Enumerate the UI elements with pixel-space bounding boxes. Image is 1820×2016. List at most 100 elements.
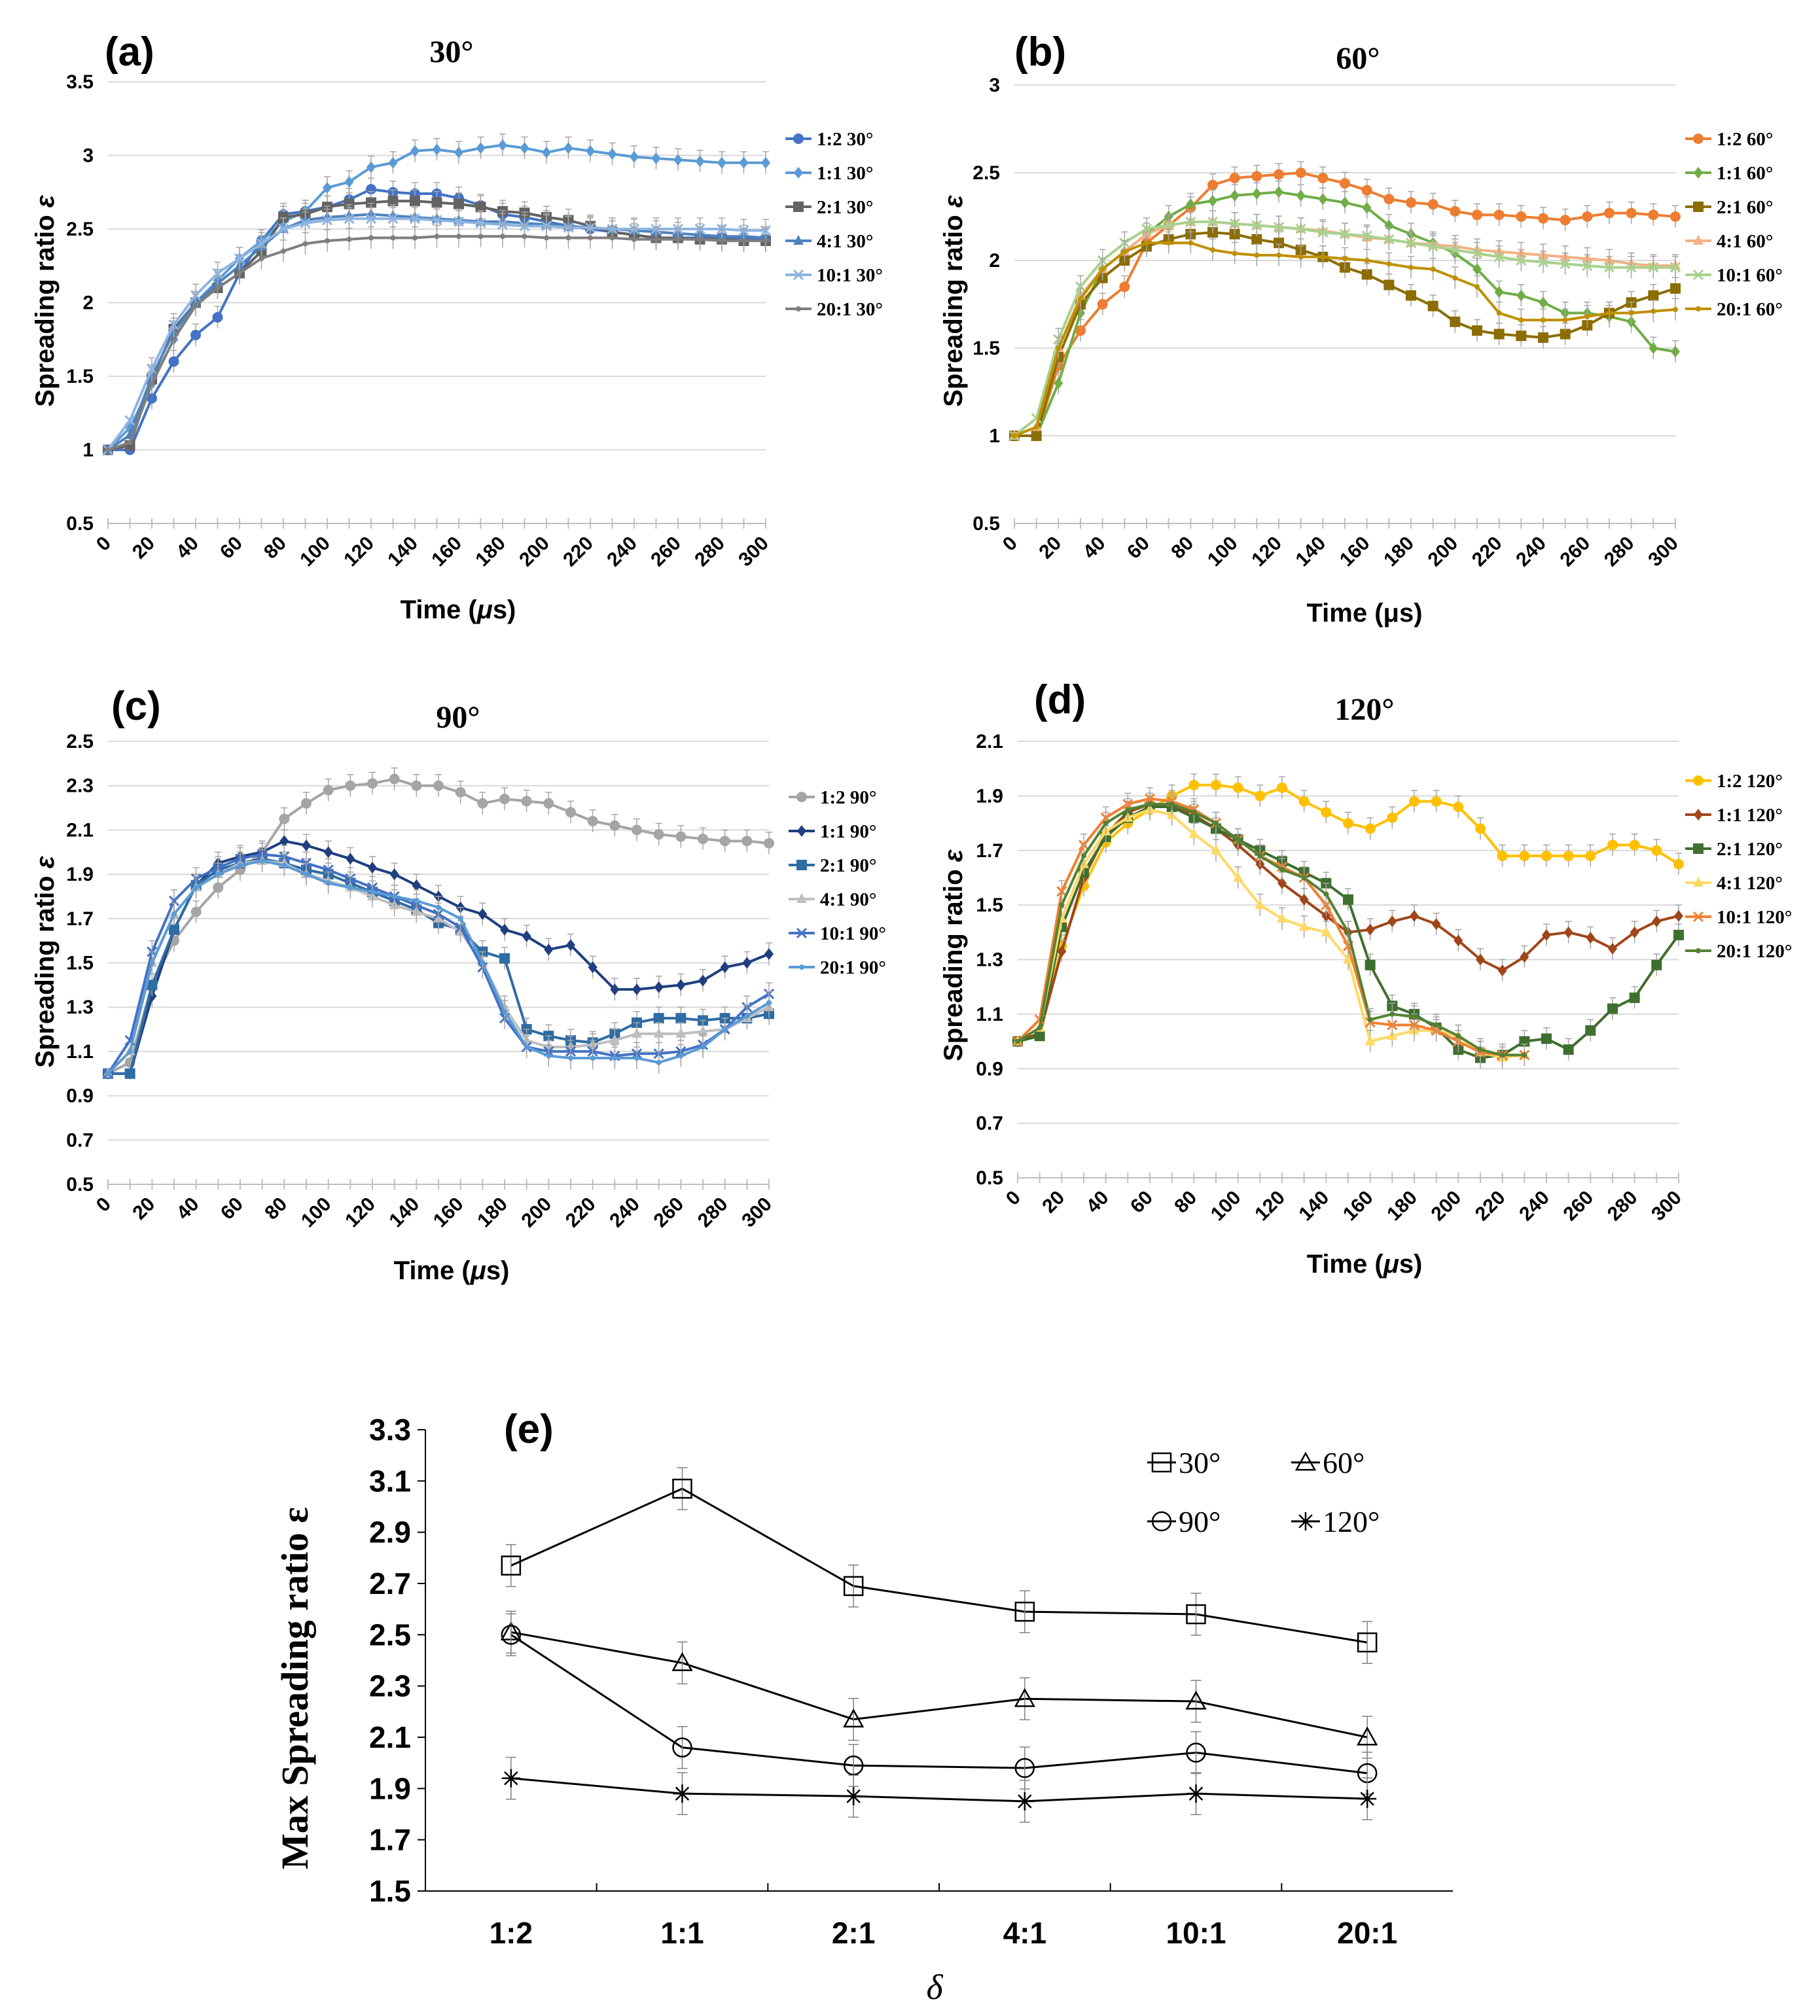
panel-c-point — [764, 838, 774, 849]
panel-c-point — [654, 981, 664, 993]
panel-b-y-tick-label: 2.5 — [972, 162, 1000, 184]
panel-b-point — [1252, 188, 1262, 200]
panel-c-y-tick-label: 1.7 — [66, 908, 94, 930]
panel-a-y-tick-label: 1 — [82, 440, 94, 461]
panel-a-point — [476, 142, 486, 154]
panel-a-point — [739, 156, 749, 169]
panel-b-y-tick-label: 1.5 — [972, 338, 1000, 359]
panel-c-point — [391, 893, 397, 899]
panel-d-point — [1497, 964, 1507, 977]
panel-d-point — [1037, 1025, 1043, 1031]
panel-c-point — [168, 895, 180, 906]
panel-a-point — [277, 223, 289, 235]
panel-e-y-tick-label: 3.1 — [369, 1464, 411, 1498]
panel-b-point — [1494, 286, 1504, 298]
panel-c-y-tick-label: 0.7 — [66, 1129, 94, 1151]
panel-c-point — [676, 979, 686, 991]
panel-c-point — [301, 798, 312, 809]
panel-d-y-tick-label: 0.9 — [976, 1058, 1003, 1080]
panel-d-point — [1365, 923, 1375, 936]
panel-d-point — [1476, 953, 1485, 966]
panel-e-letter: (e) — [504, 1407, 554, 1452]
panel-c-point — [653, 1027, 664, 1038]
panel-c-point — [457, 915, 463, 921]
panel-c-point — [609, 820, 620, 831]
panel-b-point — [1144, 240, 1149, 246]
panel-e-y-tick-label: 2.3 — [369, 1669, 411, 1703]
panel-c-point — [590, 1055, 596, 1061]
panel-a-y-tick-label: 1.5 — [66, 366, 94, 387]
panel-a-point — [212, 312, 223, 323]
panel-c-legend: 1:2 90° 1:1 90° 2:1 90° 4:1 90° 10:1 90° 20:1… — [789, 787, 886, 978]
panel-d-point — [1147, 801, 1152, 807]
panel-c-point — [610, 983, 620, 996]
panel-c-y-tick-label: 2.1 — [66, 819, 94, 841]
panel-b-point — [1560, 215, 1571, 226]
panel-e-y-tick-label: 1.7 — [369, 1823, 411, 1857]
panel-b-point — [1582, 211, 1593, 222]
panel-e-y-tick-label: 2.7 — [369, 1566, 411, 1600]
panel-d-y-tick-label: 1.3 — [976, 949, 1003, 971]
panel-b-y-tick-label: 1 — [989, 425, 1000, 447]
panel-c-point — [522, 930, 531, 942]
panel-c-legend-label-4-1-90: 4:1 90° — [820, 889, 877, 910]
panel-e-point — [501, 1555, 522, 1576]
panel-c-point — [588, 961, 598, 974]
panel-e-point — [843, 1576, 864, 1597]
panel-e-legend-label-90: 90° — [1179, 1505, 1221, 1538]
panel-b-legend-label-1-1-60: 1:1 60° — [1717, 163, 1774, 184]
panel-b-point — [1298, 254, 1304, 260]
panel-b-point — [1163, 220, 1174, 231]
panel-b-point — [1673, 307, 1678, 313]
panel-b-point — [1493, 328, 1505, 340]
panel-e-legend-label-30: 30° — [1179, 1446, 1221, 1479]
panel-d-point — [1520, 951, 1529, 963]
panel-e-point — [1358, 1790, 1377, 1808]
panel-c-point — [304, 872, 309, 877]
panel-d-point — [1365, 959, 1376, 970]
panel-c-point — [568, 1055, 573, 1061]
panel-b-point — [1450, 205, 1461, 217]
panel-c-point — [279, 835, 289, 847]
panel-b-point — [1207, 216, 1219, 228]
panel-c-legend-marker-10-1-90 — [796, 927, 808, 939]
panel-b-point — [1320, 254, 1326, 260]
panel-c-legend-marker-1-1-90 — [797, 825, 806, 837]
panel-b-point — [1669, 262, 1681, 273]
panel-a-point — [410, 145, 419, 157]
panel-b-point — [1208, 194, 1217, 207]
panel-c-point — [238, 862, 243, 868]
panel-b-point — [1472, 325, 1482, 336]
panel-a-point — [675, 236, 681, 242]
panel-c-point — [124, 1068, 135, 1079]
panel-b-point — [1516, 330, 1527, 342]
panel-d-point — [1232, 782, 1243, 793]
panel-a-y-tick-label: 3.5 — [66, 71, 94, 93]
panel-a-point — [390, 235, 396, 241]
panel-b-point — [1538, 332, 1548, 343]
panel-d-point — [1188, 828, 1200, 838]
panel-e-y-tick-label: 3.3 — [369, 1413, 411, 1447]
panel-b-point — [1452, 275, 1458, 281]
panel-c-point — [346, 853, 355, 865]
panel-b-point — [1340, 196, 1349, 209]
panel-c-point — [632, 1027, 642, 1038]
panel-b-point — [1362, 202, 1372, 214]
panel-d-point — [1235, 837, 1241, 843]
panel-b-point — [1342, 256, 1347, 262]
panel-e-y-tick-label: 1.9 — [369, 1771, 411, 1805]
panel-b-point — [1406, 197, 1416, 208]
panel-b-point — [1274, 186, 1283, 198]
panel-c-point — [544, 944, 554, 956]
panel-a-point — [259, 256, 264, 261]
panel-c-point — [433, 780, 444, 791]
panel-c-legend-marker-1-2-90 — [796, 792, 807, 802]
panel-c-point — [698, 974, 707, 987]
panel-a-point — [763, 238, 768, 243]
panel-e-legend-marker-30 — [1151, 1452, 1172, 1473]
panel-e-point — [843, 1755, 864, 1776]
panel-d-point — [1629, 992, 1640, 1003]
panel-b-point — [1012, 433, 1017, 438]
panel-b-point — [1626, 207, 1637, 219]
panel-c-point — [632, 824, 642, 836]
